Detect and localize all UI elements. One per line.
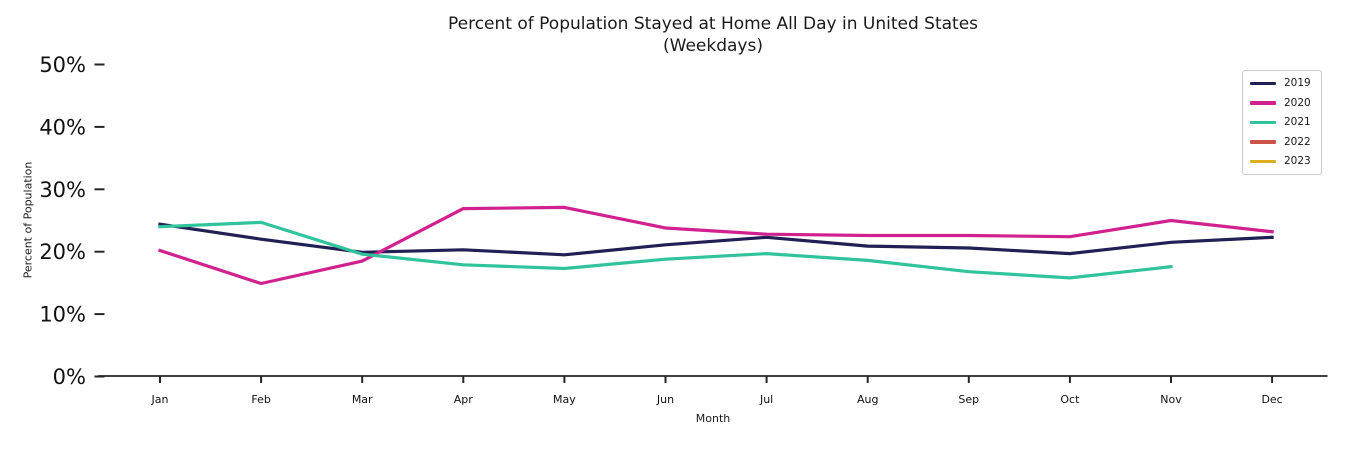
legend: 2019 2020 2021 2022 2023 — [1242, 70, 1322, 175]
legend-swatch-2021 — [1250, 120, 1276, 125]
series-line-2020 — [157, 205, 1274, 286]
x-tick-label: Aug — [857, 393, 878, 406]
legend-item-2023: 2023 — [1250, 155, 1314, 168]
x-tick-label: Oct — [1060, 393, 1080, 406]
legend-item-2019: 2019 — [1250, 77, 1314, 90]
legend-item-2021: 2021 — [1250, 116, 1314, 129]
x-tick-label: Apr — [454, 393, 474, 406]
legend-swatch-2022 — [1250, 140, 1276, 144]
x-axis-label: Month — [695, 412, 731, 425]
legend-item-2022: 2022 — [1250, 136, 1314, 149]
x-tick-label: Sep — [958, 393, 979, 406]
y-tick-label: 40% — [39, 115, 86, 139]
legend-swatch-2023 — [1250, 159, 1276, 164]
legend-label: 2019 — [1284, 77, 1311, 90]
legend-swatch-2019 — [1250, 81, 1276, 86]
legend-label: 2023 — [1284, 155, 1311, 168]
legend-label: 2020 — [1284, 96, 1311, 109]
x-tick-label: Nov — [1160, 393, 1182, 406]
chart-subtitle: (Weekdays) — [663, 36, 763, 56]
legend-label: 2022 — [1284, 135, 1311, 148]
x-tick-label: Jan — [151, 393, 169, 406]
title-block: Percent of Population Stayed at Home All… — [98, 13, 1328, 57]
y-tick-label: 20% — [39, 240, 86, 264]
x-tick-label: Mar — [352, 393, 373, 406]
series-line-2021 — [158, 220, 1173, 280]
legend-item-2020: 2020 — [1250, 97, 1314, 110]
legend-label: 2021 — [1284, 116, 1311, 129]
chart-title: Percent of Population Stayed at Home All… — [447, 14, 979, 34]
y-axis-label: Percent of Population — [21, 161, 35, 279]
y-tick-label: 10% — [39, 303, 86, 327]
x-tick-label: Feb — [251, 393, 270, 406]
y-tick-label: 0% — [53, 365, 86, 389]
x-tick-label: Jun — [656, 393, 674, 406]
x-tick-label: May — [553, 393, 576, 406]
x-tick-label: Dec — [1261, 393, 1282, 406]
y-tick-label: 50% — [39, 53, 86, 77]
x-tick-label: Jul — [759, 393, 773, 406]
legend-swatch-2020 — [1250, 101, 1276, 105]
series-line-2019 — [158, 222, 1274, 257]
y-tick-label: 30% — [39, 178, 86, 202]
